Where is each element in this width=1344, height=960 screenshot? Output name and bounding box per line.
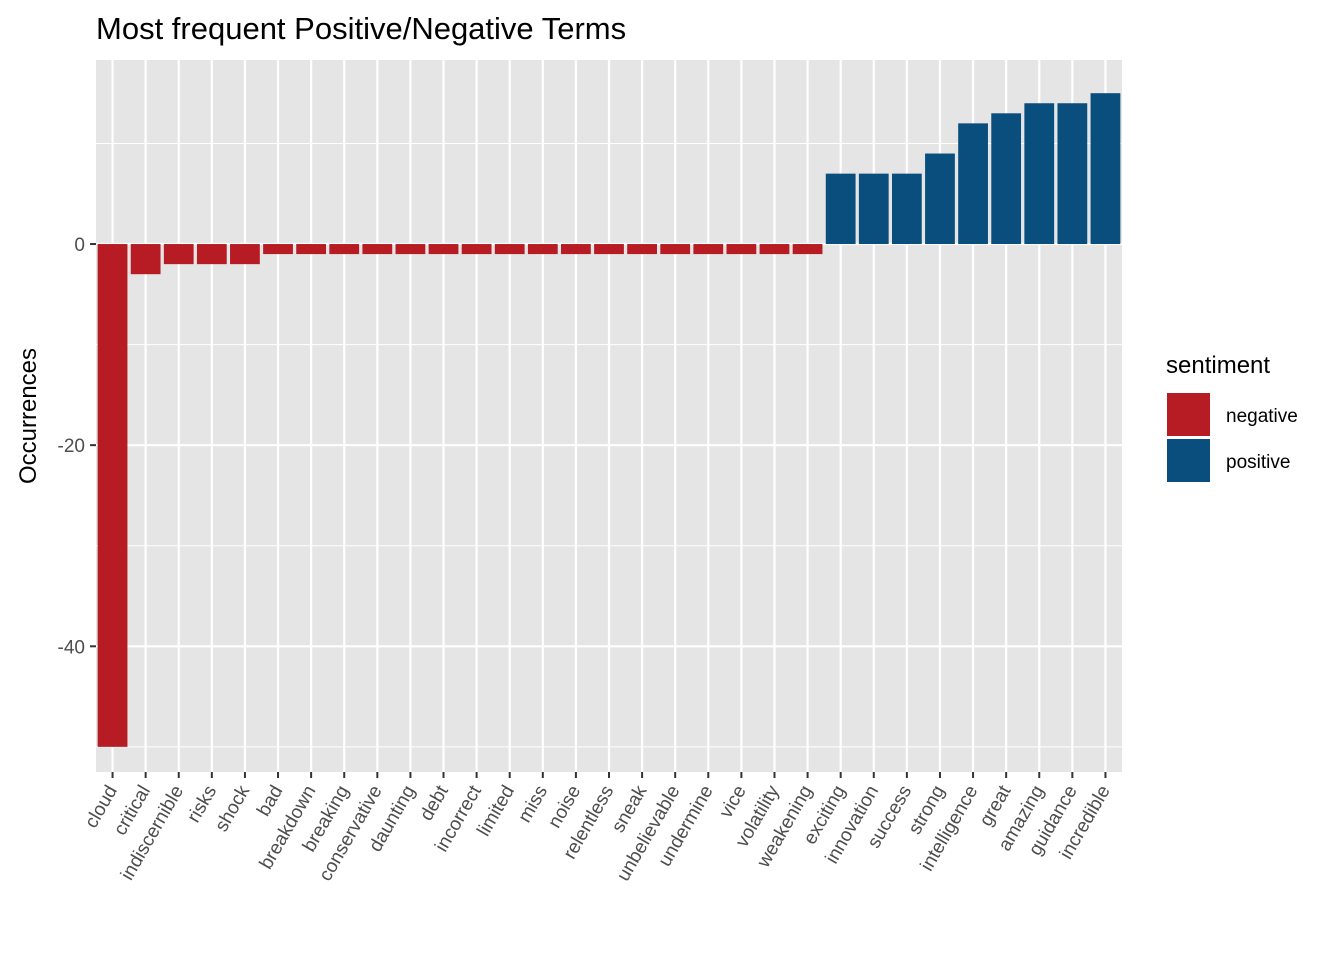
bar-innovation [858,173,889,245]
bar-success [891,173,922,245]
legend-label-negative: negative [1226,406,1298,427]
legend-key-negative [1167,393,1210,436]
x-tick-label: bad [253,782,287,820]
x-tick-label: shock [211,782,254,836]
y-tick-label: -20 [58,436,85,457]
bar-unbelievable [660,244,691,255]
bar-cloud [97,244,128,747]
bar-critical [130,244,161,275]
legend-key-positive [1167,439,1210,482]
y-axis-title: Occurrences [15,348,42,484]
bar-intelligence [958,123,988,245]
bar-great [991,113,1022,245]
major-gridlines [96,60,1122,772]
chart-title: Most frequent Positive/Negative Terms [96,11,626,46]
bar-relentless [594,244,624,255]
bar-noise [561,244,591,255]
bar-debt [428,244,459,255]
bar-risks [196,244,227,265]
bar-weakening [792,244,823,255]
y-tick-label: 0 [74,235,85,256]
bars [97,93,1121,747]
legend-label-positive: positive [1226,452,1290,473]
bar-exciting [825,173,856,245]
bar-breakdown [296,244,327,255]
bar-incredible [1090,93,1121,245]
legend: sentiment negative positive [1166,352,1298,482]
bar-amazing [1024,103,1055,245]
y-axis: -40 -20 0 [58,235,96,658]
bar-vice [726,244,757,255]
bar-daunting [395,244,426,255]
bar-volatility [759,244,790,255]
y-tick-label: -40 [58,637,85,658]
legend-title: sentiment [1166,352,1270,379]
bar-guidance [1057,103,1088,245]
bar-shock [230,244,260,265]
bar-breaking [329,244,360,255]
bar-strong [925,153,955,245]
bar-incorrect [461,244,492,255]
bar-conservative [362,244,393,255]
bar-undermine [693,244,724,255]
bar-miss [527,244,558,255]
bar-sneak [627,244,657,255]
bar-indiscernible [163,244,194,265]
bar-limited [494,244,525,255]
bar-bad [263,244,293,255]
